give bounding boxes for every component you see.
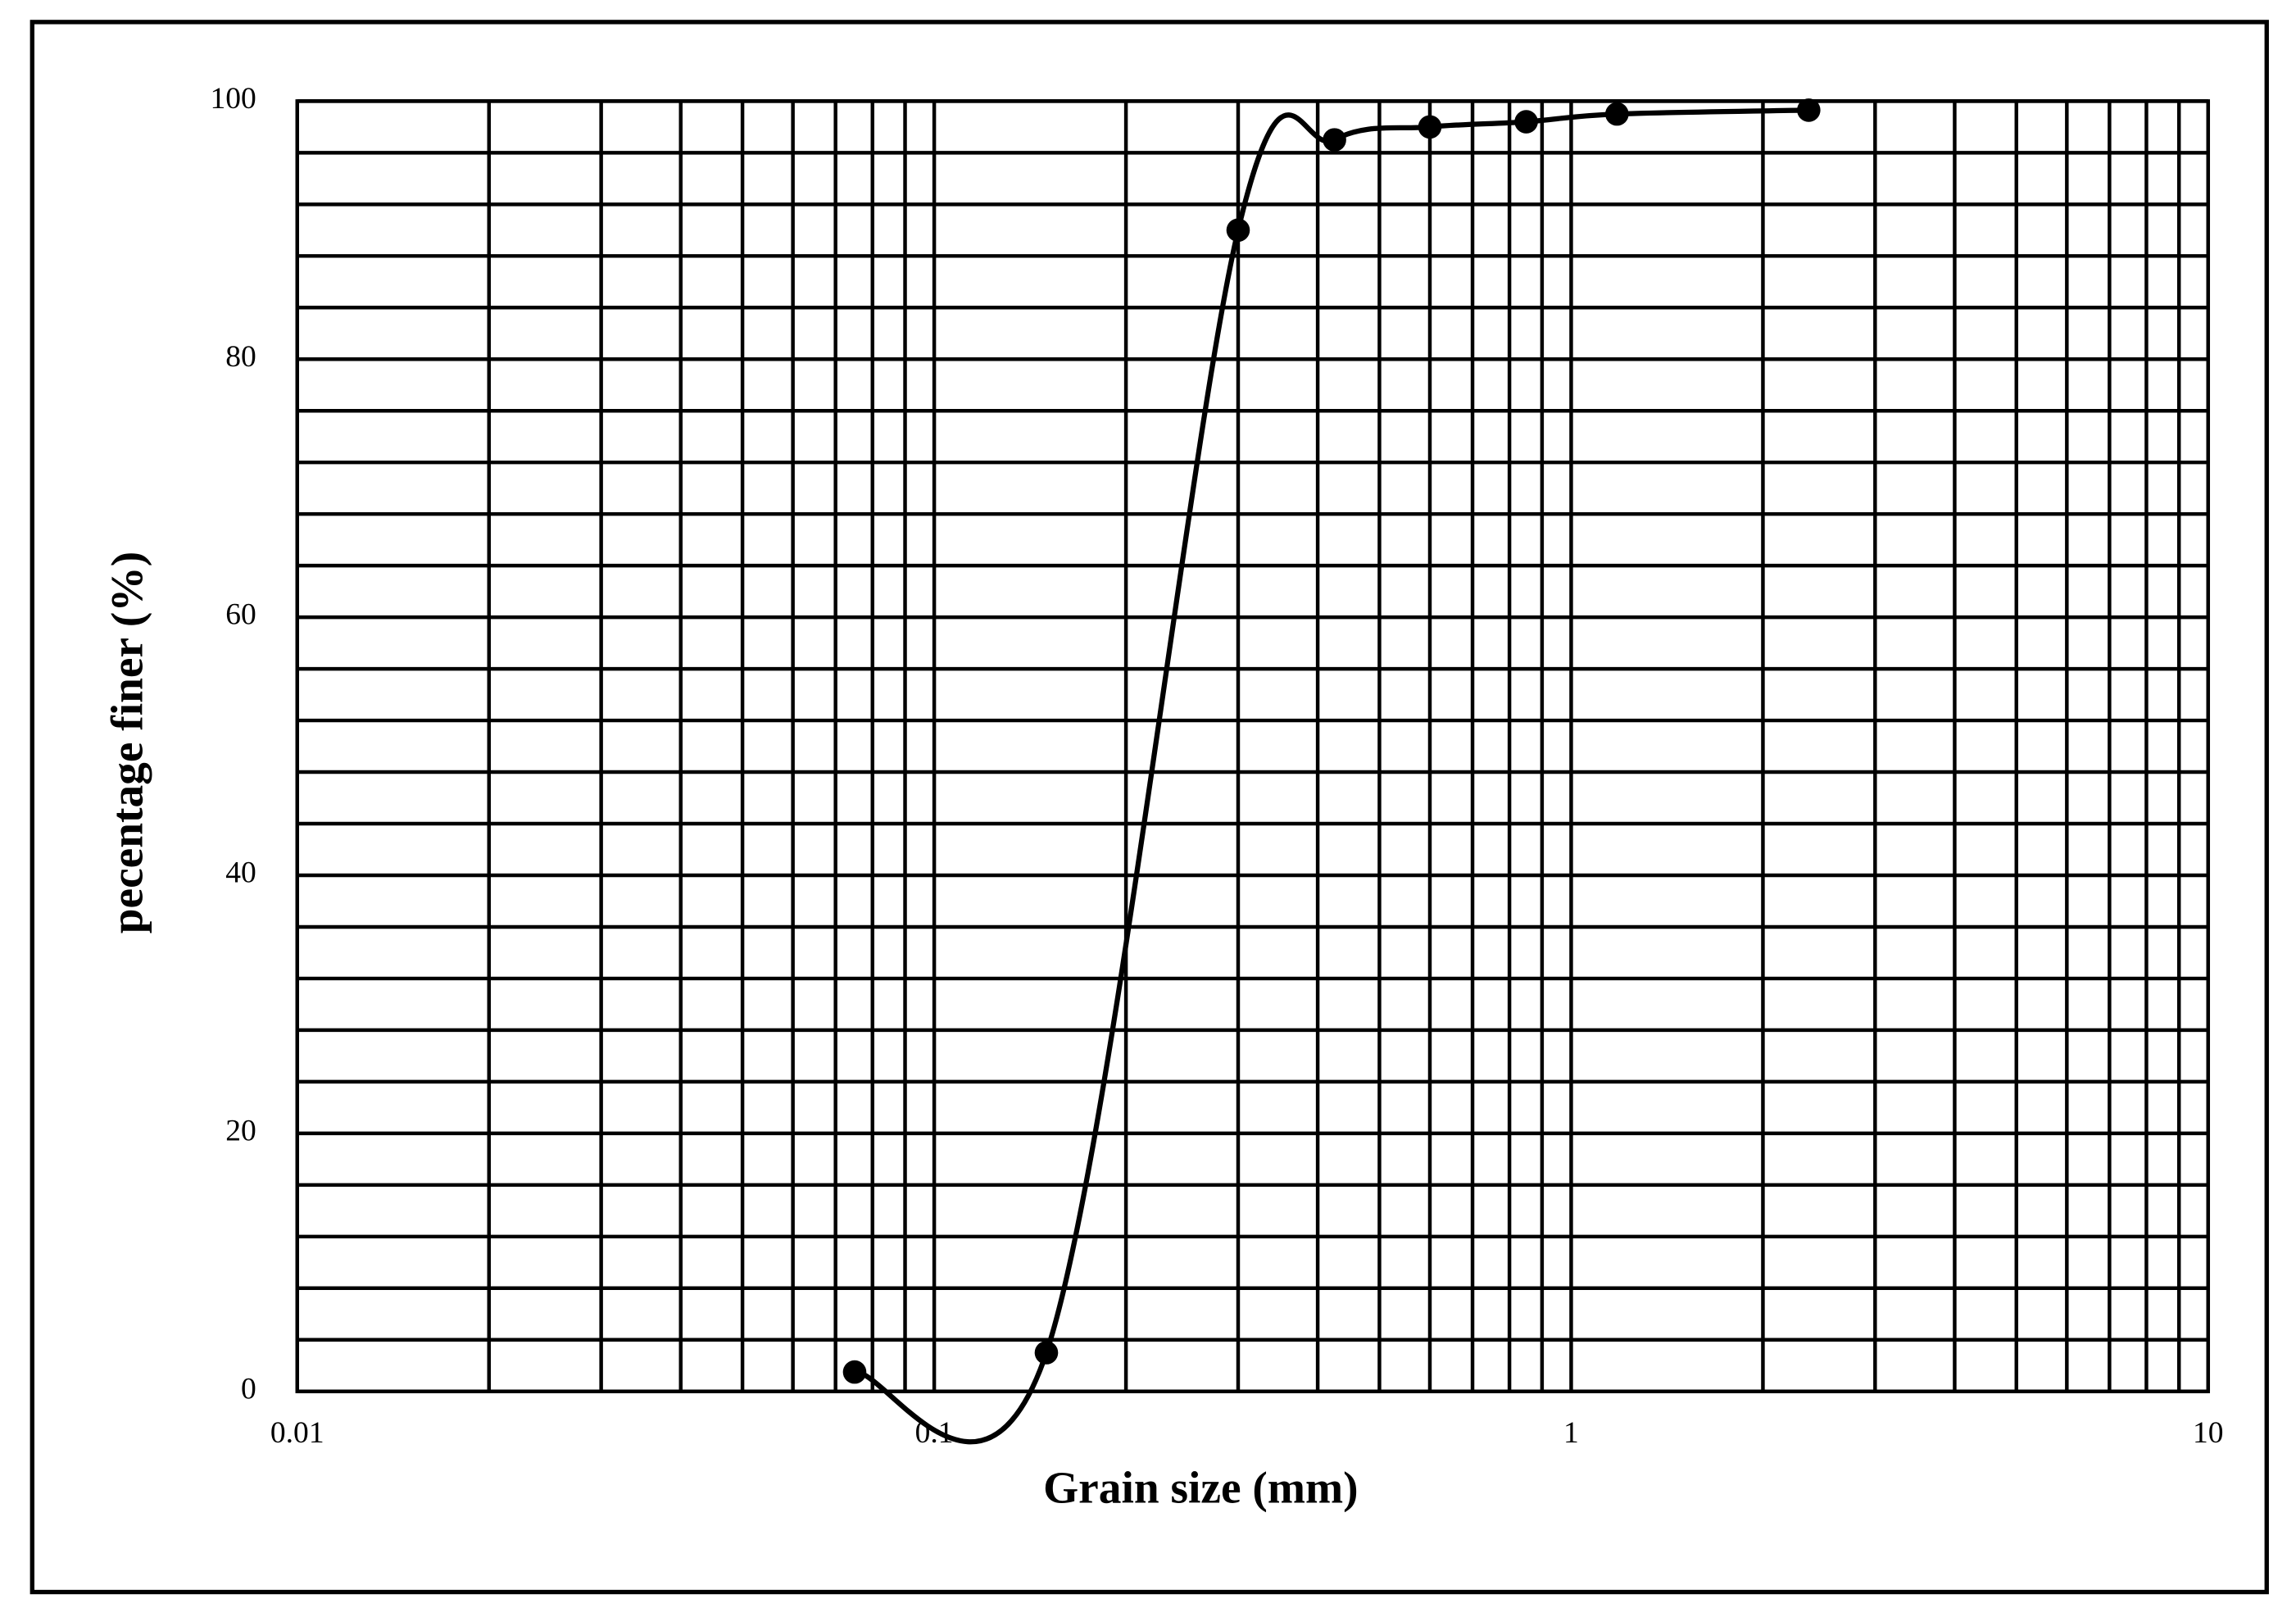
marker	[1034, 1341, 1059, 1365]
x-axis-title: Grain size (mm)	[1043, 1463, 1358, 1513]
marker	[842, 1360, 867, 1384]
y-tick-label: 60	[225, 598, 256, 632]
y-tick-label: 80	[225, 340, 256, 374]
marker	[1418, 115, 1442, 139]
marker	[1605, 102, 1629, 126]
x-tick-label: 1	[1563, 1416, 1579, 1450]
marker	[1323, 128, 1346, 152]
x-tick-label: 10	[2193, 1416, 2224, 1450]
plot	[842, 98, 1821, 1445]
frame	[29, 20, 2269, 1595]
grid	[295, 99, 2211, 1393]
y-tick-label: 100	[210, 82, 256, 116]
marker	[1514, 110, 1538, 134]
y-tick-label: 20	[225, 1114, 256, 1147]
marker	[1797, 98, 1821, 122]
marker	[1226, 218, 1250, 243]
y-axis-title: pecentage finer (%)	[102, 552, 152, 933]
y-tick-label: 40	[225, 856, 256, 890]
plot-border	[295, 99, 2211, 1393]
x-tick-label: 0.1	[915, 1416, 954, 1450]
y-tick-label: 0	[241, 1372, 256, 1406]
x-tick-label: 0.01	[270, 1416, 324, 1450]
